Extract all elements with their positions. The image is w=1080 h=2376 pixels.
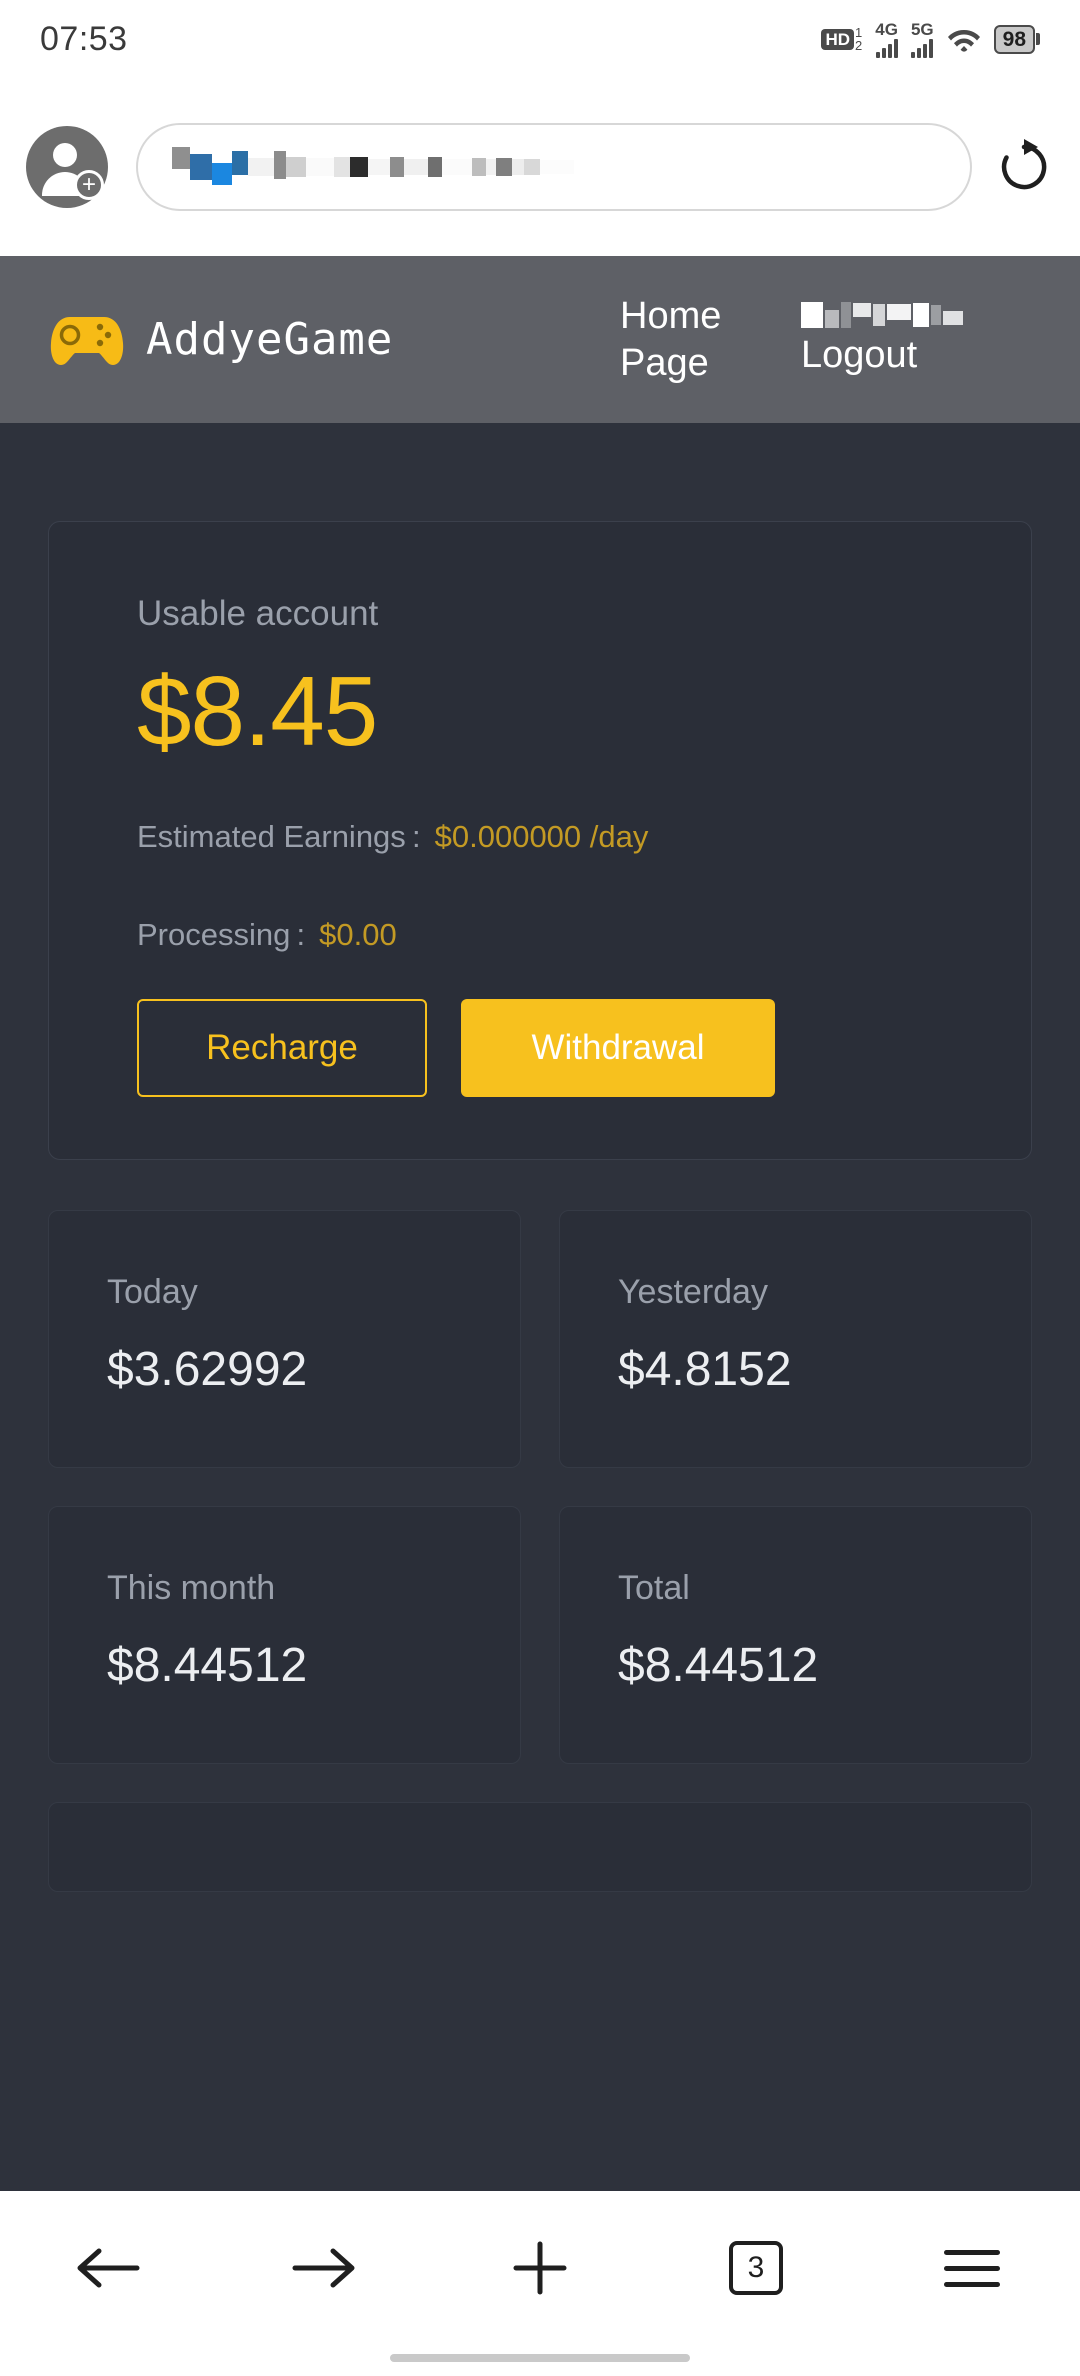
tab-switcher-button[interactable]: 3 <box>696 2225 816 2311</box>
site-header: AddyeGame Home Page Logout <box>0 256 1080 423</box>
bars-4g <box>875 38 898 58</box>
brand-name: AddyeGame <box>146 314 394 365</box>
status-icons: HD 1 2 4G 5G 98 <box>821 21 1040 58</box>
browser-bottom-bar: 3 <box>0 2191 1080 2376</box>
signal-bars-icon-5g: 5G <box>911 21 934 58</box>
reload-icon[interactable] <box>994 137 1054 197</box>
arrow-right-icon <box>292 2248 355 2288</box>
signal-bars-icon-4g: 4G <box>875 21 898 58</box>
forward-button[interactable] <box>264 2225 384 2311</box>
site-logo[interactable]: AddyeGame <box>48 311 393 369</box>
menu-button[interactable] <box>912 2225 1032 2311</box>
hd-label: HD <box>821 28 855 50</box>
stat-title: Today <box>107 1272 198 1311</box>
stat-card-yesterday[interactable]: Yesterday $4.8152 <box>559 1209 1032 1468</box>
nav-masked-text <box>801 300 1001 330</box>
arrow-left-icon <box>77 2248 140 2288</box>
usable-account-amount: $8.45 <box>137 656 378 766</box>
sim2-label: 2 <box>855 38 863 53</box>
estimated-earnings-row: Estimated Earnings : $0.000000 /day <box>137 819 943 855</box>
battery-icon: 98 <box>993 24 1040 54</box>
bars-5g <box>911 38 934 58</box>
stat-value: $8.44512 <box>107 1638 308 1692</box>
main-content: Usable account $8.45 Estimated Earnings … <box>0 423 1080 1892</box>
stats-grid: Today $3.62992 Yesterday $4.8152 This mo… <box>48 1209 1032 1764</box>
new-tab-button[interactable] <box>480 2225 600 2311</box>
wifi-icon <box>947 30 980 52</box>
browser-top-bar: + <box>0 78 1080 256</box>
stat-title: Total <box>618 1568 690 1607</box>
profile-add-icon[interactable]: + <box>26 126 108 208</box>
status-clock: 07:53 <box>40 19 128 58</box>
gamepad-icon <box>50 316 124 365</box>
estimated-earnings-value: $0.000000 /day <box>434 818 649 854</box>
usable-account-label: Usable account <box>137 594 379 633</box>
recharge-button[interactable]: Recharge <box>137 998 427 1097</box>
stat-value: $3.62992 <box>107 1342 308 1396</box>
stat-value: $8.44512 <box>618 1638 819 1692</box>
hamburger-menu-icon <box>944 2249 1000 2287</box>
net-label-4g: 4G <box>875 19 898 39</box>
back-button[interactable] <box>48 2225 168 2311</box>
stat-card-today[interactable]: Today $3.62992 <box>48 1209 521 1468</box>
site-nav: Home Page Logout <box>620 256 1001 423</box>
battery-tip <box>1036 33 1040 45</box>
sim1-label: 1 <box>855 24 863 40</box>
processing-value: $0.00 <box>319 916 397 952</box>
battery-percent: 98 <box>993 24 1035 54</box>
stat-title: Yesterday <box>618 1272 768 1311</box>
balance-actions: Recharge Withdrawal <box>137 998 943 1097</box>
next-card-partial <box>48 1801 1032 1892</box>
stat-card-this-month[interactable]: This month $8.44512 <box>48 1505 521 1764</box>
net-label-5g: 5G <box>910 19 934 39</box>
gesture-bar <box>390 2354 690 2362</box>
avatar-plus-badge: + <box>74 170 104 200</box>
withdrawal-button[interactable]: Withdrawal <box>461 998 775 1097</box>
nav-logout-label: Logout <box>801 334 918 377</box>
avatar-head <box>53 143 77 167</box>
estimated-earnings-label: Estimated Earnings : <box>137 818 421 854</box>
nav-home-page[interactable]: Home Page <box>620 295 722 384</box>
status-bar: 07:53 HD 1 2 4G 5G <box>0 0 1080 78</box>
plus-icon <box>513 2241 567 2295</box>
stat-title: This month <box>107 1568 276 1607</box>
url-input[interactable] <box>136 123 972 211</box>
stat-card-total[interactable]: Total $8.44512 <box>559 1505 1032 1764</box>
stat-value: $4.8152 <box>618 1342 792 1396</box>
processing-row: Processing : $0.00 <box>137 917 943 953</box>
url-masked-text <box>172 144 574 190</box>
balance-card: Usable account $8.45 Estimated Earnings … <box>48 521 1032 1160</box>
hd-voice-icon: HD 1 2 <box>821 24 863 53</box>
processing-label: Processing : <box>137 916 306 952</box>
nav-logout[interactable]: Logout <box>801 300 1001 378</box>
tab-count-badge: 3 <box>729 2241 783 2295</box>
